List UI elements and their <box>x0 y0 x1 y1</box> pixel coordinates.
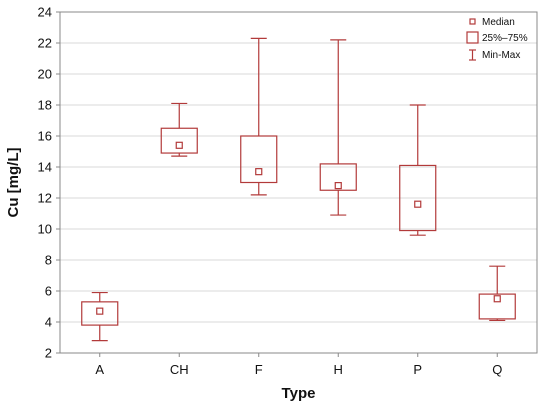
y-tick-label: 10 <box>38 222 52 237</box>
legend: Median 25%–75% Min-Max <box>466 17 528 61</box>
y-tick-label: 20 <box>38 67 52 82</box>
median-marker <box>175 141 183 149</box>
plot-area <box>60 12 537 353</box>
y-axis-title: Cu [mg/L] <box>5 148 22 218</box>
y-tick-label: 8 <box>45 253 52 268</box>
plot-frame <box>59 11 538 354</box>
median-marker <box>493 295 501 303</box>
x-tick-label: A <box>95 362 104 377</box>
x-axis-title: Type <box>282 385 316 402</box>
legend-box-label: 25%–75% <box>482 33 528 44</box>
box-iqr <box>81 301 119 326</box>
box-iqr <box>160 127 198 154</box>
box-q <box>478 265 516 322</box>
box-h <box>319 39 357 216</box>
x-tick-label: H <box>334 362 343 377</box>
box-a <box>81 291 119 342</box>
legend-median-label: Median <box>482 17 515 28</box>
box-iqr <box>319 163 357 191</box>
y-tick-label: 4 <box>45 315 52 330</box>
legend-median-marker <box>469 18 476 25</box>
y-tick-label: 6 <box>45 284 52 299</box>
median-marker <box>255 168 263 176</box>
y-tick-label: 24 <box>38 5 52 20</box>
box-series <box>81 37 516 342</box>
x-tick-label: P <box>413 362 422 377</box>
x-tick-label: Q <box>492 362 502 377</box>
legend-whisker-marker <box>469 49 476 61</box>
median-marker <box>414 200 422 208</box>
median-marker <box>334 182 342 190</box>
box-ch <box>160 102 198 157</box>
box-iqr <box>478 293 516 320</box>
box-f <box>240 37 278 196</box>
y-tick-label: 2 <box>45 346 52 361</box>
x-tick-label: F <box>255 362 263 377</box>
y-tick-label: 14 <box>38 160 52 175</box>
median-marker <box>96 307 104 315</box>
y-tick-label: 18 <box>38 98 52 113</box>
box-iqr <box>399 164 437 232</box>
x-tick-label: CH <box>170 362 189 377</box>
y-tick-label: 22 <box>38 36 52 51</box>
y-tick-label: 12 <box>38 191 52 206</box>
legend-whisker-label: Min-Max <box>482 50 520 61</box>
box-iqr <box>240 135 278 184</box>
x-axis-ticks: A CH F H P Q <box>95 353 502 377</box>
legend-box-marker <box>466 31 479 44</box>
box-p <box>399 104 437 236</box>
y-tick-label: 16 <box>38 129 52 144</box>
